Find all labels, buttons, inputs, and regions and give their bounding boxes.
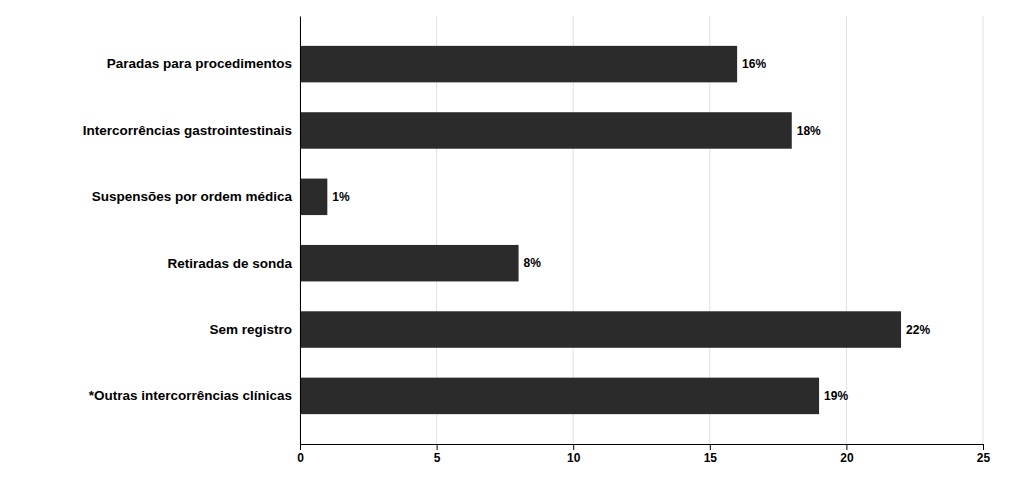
x-axis: 0 5 10 15 20 25: [297, 444, 990, 465]
bar: [300, 245, 519, 281]
plot: 0 5 10 15 20 25 *Outras intercorrências clínic…: [83, 16, 991, 465]
y-tick: *Outras intercorrências clínicas: [89, 388, 300, 403]
y-tick: Retiradas de sonda: [167, 255, 300, 270]
y-tick-label: Paradas para procedimentos: [107, 56, 292, 71]
value-label: 1%: [332, 190, 350, 204]
y-tick: Suspensões por ordem médica: [92, 189, 300, 204]
y-tick: Sem registro: [209, 322, 300, 337]
x-tick: 20: [840, 444, 854, 465]
bar: [300, 112, 792, 148]
x-tick-label: 15: [704, 451, 718, 465]
y-tick: Intercorrências gastrointestinais: [83, 123, 300, 138]
x-tick-label: 5: [434, 451, 441, 465]
x-tick-mark: [983, 444, 984, 450]
x-tick: 0: [297, 444, 304, 465]
chart: 0 5 10 15 20 25 *Outras intercorrências clínic…: [0, 0, 1023, 484]
y-tick-label: Retiradas de sonda: [167, 255, 292, 270]
x-tick-mark: [846, 444, 847, 450]
x-tick: 5: [434, 444, 441, 465]
bars: [300, 46, 901, 414]
grid-line: [300, 16, 301, 444]
x-tick-label: 0: [297, 451, 304, 465]
value-label: 19%: [824, 389, 848, 403]
x-tick-mark: [710, 444, 711, 450]
value-label: 18%: [797, 124, 821, 138]
x-tick-mark: [300, 444, 301, 450]
y-tick-label: Intercorrências gastrointestinais: [83, 123, 292, 138]
grid-line: [846, 16, 847, 444]
value-label: 22%: [906, 323, 930, 337]
y-tick: Paradas para procedimentos: [107, 56, 300, 71]
bar: [300, 311, 901, 347]
x-tick: 10: [567, 444, 581, 465]
x-tick-label: 10: [567, 451, 581, 465]
x-tick-label: 20: [840, 451, 854, 465]
x-tick-mark: [573, 444, 574, 450]
bar: [300, 378, 819, 414]
y-axis-line: [300, 17, 301, 445]
grid: [300, 16, 983, 444]
value-labels: 19% 22% 8% 1% 18% 16%: [332, 57, 930, 403]
value-label: 8%: [524, 256, 542, 270]
bar: [300, 179, 327, 215]
y-axis: *Outras intercorrências clínicas Sem regi…: [83, 17, 301, 445]
y-tick-label: Sem registro: [209, 322, 292, 337]
bar: [300, 46, 737, 82]
x-tick-mark: [437, 444, 438, 450]
y-tick-label: Suspensões por ordem médica: [92, 189, 293, 204]
x-axis-line: [301, 445, 984, 451]
x-tick-label: 25: [977, 451, 991, 465]
y-tick-label: *Outras intercorrências clínicas: [89, 388, 292, 403]
value-label: 16%: [742, 57, 766, 71]
x-tick: 25: [977, 444, 991, 465]
grid-line: [983, 16, 984, 444]
x-tick: 15: [704, 444, 718, 465]
